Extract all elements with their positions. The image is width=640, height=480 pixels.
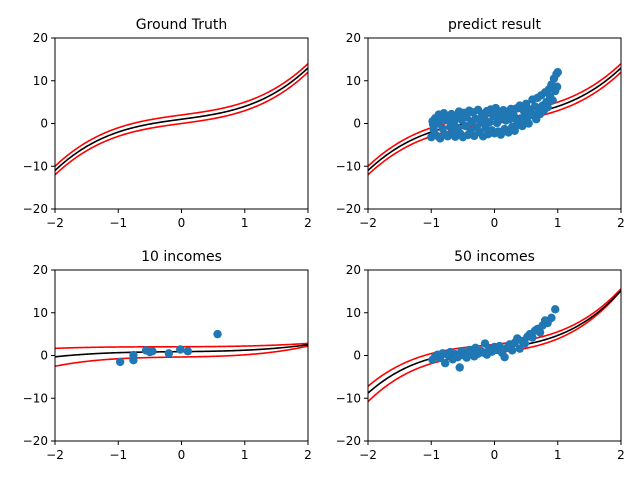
data-point [164,349,174,358]
data-point [552,82,562,91]
y-tick-label: −10 [336,391,361,405]
x-tick-label: 0 [491,216,499,230]
subplot-title: Ground Truth [136,17,227,33]
curve-mean [55,67,308,172]
curve-lower [55,345,308,368]
x-tick-label: 1 [554,448,562,462]
curve-lower [55,71,308,176]
y-tick-label: −20 [336,202,361,216]
y-tick-label: 10 [33,306,48,320]
x-tick-label: 0 [178,216,186,230]
plot-area [368,288,621,403]
data-point [553,68,562,77]
subplot-title: 50 incomes [454,249,535,265]
data-point [493,114,502,123]
data-point [508,346,517,355]
data-point [129,356,138,365]
y-tick-label: 0 [40,117,48,131]
x-tick-label: 2 [304,216,312,230]
y-tick-label: −20 [23,434,48,448]
x-tick-label: 1 [554,216,562,230]
data-point [428,120,438,129]
data-point [461,112,471,121]
y-tick-label: −20 [23,202,48,216]
subplot-title: 10 incomes [141,249,222,265]
data-point [528,333,537,342]
data-point [543,103,552,112]
data-point [461,121,470,131]
y-tick-label: 10 [346,306,361,320]
data-point [115,357,125,367]
y-tick-label: 10 [33,74,48,88]
x-tick-label: 1 [241,216,249,230]
y-tick-label: 0 [40,349,48,363]
data-point [548,96,557,105]
data-point [449,117,459,126]
plot-area [368,63,621,176]
y-tick-label: 0 [353,349,361,363]
x-tick-label: −1 [422,216,440,230]
x-tick-label: 0 [491,448,499,462]
x-tick-label: −2 [359,448,377,462]
data-point [547,313,556,323]
y-tick-label: 20 [346,31,361,45]
data-point [524,119,533,128]
data-point [183,347,193,356]
data-point [512,115,521,124]
curve-upper [368,288,621,387]
data-point [519,106,528,115]
x-tick-label: 1 [241,448,249,462]
y-tick-label: 10 [346,74,361,88]
data-point [495,341,504,351]
y-tick-label: 20 [346,263,361,277]
x-tick-label: −1 [109,448,127,462]
data-point [453,353,463,362]
plot-area [55,329,308,368]
data-point [515,344,524,353]
x-tick-label: −1 [422,448,440,462]
data-point [455,363,464,372]
data-point [551,305,560,314]
x-tick-label: −2 [46,216,64,230]
y-tick-label: −10 [336,159,361,173]
data-point [500,353,509,362]
y-tick-label: 20 [33,31,48,45]
plot-area [55,63,308,176]
x-tick-label: 2 [304,448,312,462]
curve-mean [368,289,621,394]
y-tick-label: 0 [353,117,361,131]
data-point [148,347,157,356]
x-tick-label: −2 [46,448,64,462]
data-point [449,125,458,134]
y-tick-label: −10 [23,159,48,173]
data-point [213,329,222,339]
data-point [176,345,185,354]
y-tick-label: −20 [336,434,361,448]
data-point [520,339,530,348]
data-point [480,120,490,129]
y-tick-label: −10 [23,391,48,405]
data-point [440,358,450,368]
axes-frame [54,269,309,442]
subplot-title: predict result [448,17,541,33]
data-point [436,115,445,124]
data-point [525,111,534,121]
x-tick-label: −1 [109,216,127,230]
x-tick-label: 2 [617,216,625,230]
data-point [535,328,545,337]
x-tick-label: 0 [178,448,186,462]
x-tick-label: −2 [359,216,377,230]
axes-frame [367,269,622,442]
y-tick-label: 20 [33,263,48,277]
curve-upper [55,63,308,167]
x-tick-label: 2 [617,448,625,462]
